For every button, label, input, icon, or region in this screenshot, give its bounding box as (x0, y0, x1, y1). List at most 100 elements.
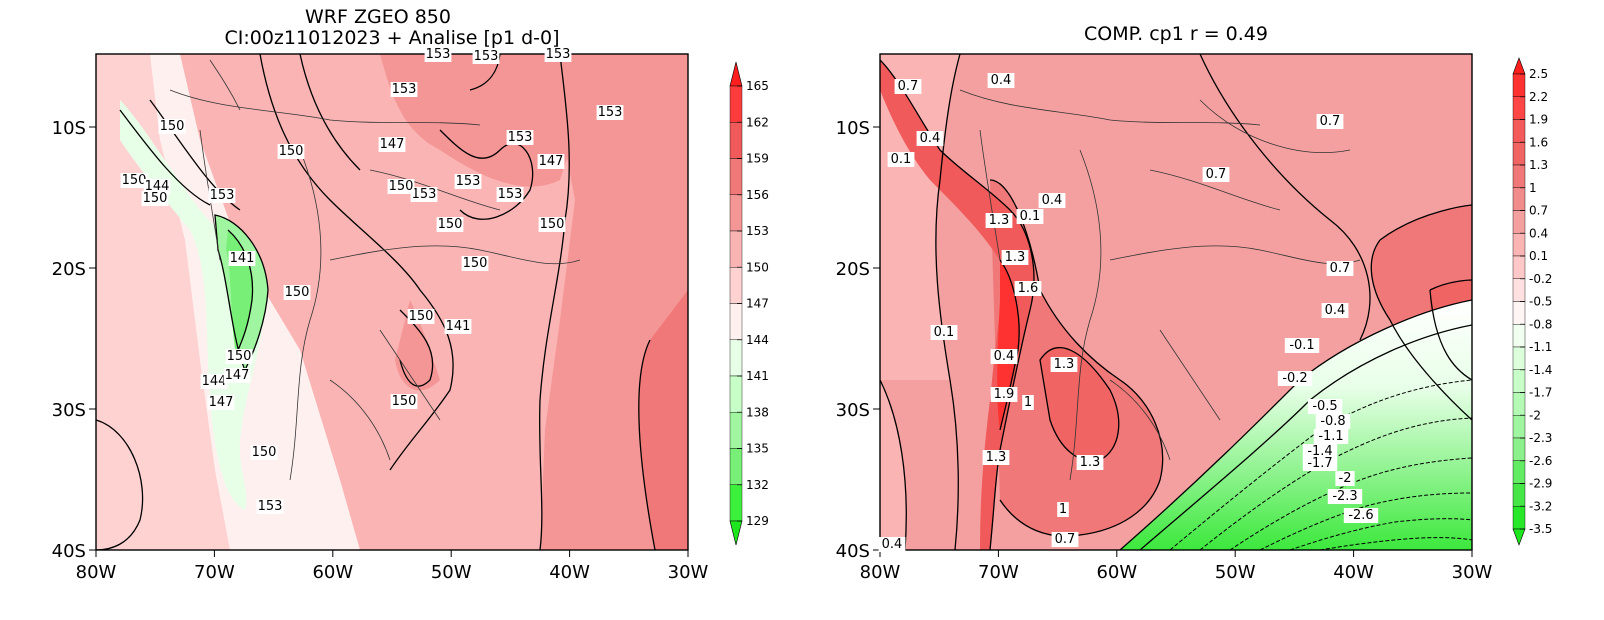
contour-label: 1 (1057, 502, 1069, 517)
colorbar-swatch (1512, 96, 1526, 120)
colorbar-label: 162 (746, 115, 769, 129)
svg-text:153: 153 (426, 47, 451, 62)
contour-label: 153 (256, 499, 284, 514)
right-contour-labels: 0.70.410.40.10.70.71.30.40.11.31.60.70.4… (878, 73, 1379, 552)
svg-text:1.3: 1.3 (986, 450, 1007, 465)
contour-label: 1.3 (1076, 455, 1104, 470)
left-y-tick: 30S (52, 400, 86, 421)
colorbar-label: 1.3 (1529, 158, 1548, 172)
colorbar-swatch (1512, 369, 1526, 393)
contour-label: 153 (496, 187, 524, 202)
colorbar-swatch (1512, 278, 1526, 302)
svg-text:153: 153 (412, 187, 437, 202)
svg-text:153: 153 (474, 49, 499, 64)
svg-text:147: 147 (225, 368, 250, 383)
left-x-tick: 30W (668, 562, 709, 583)
svg-text:150: 150 (438, 217, 463, 232)
contour-label: -2.6 (1343, 508, 1379, 523)
colorbar-top-arrow (729, 61, 743, 87)
colorbar-bottom-arrow (1512, 528, 1526, 546)
colorbar-swatch (1512, 233, 1526, 257)
left-y-tick: 20S (52, 259, 86, 280)
right-colorbar: 2.5 2.2 1.9 1.6 1.3 1 0.7 0.4 0.1 -0.2 -0.5 -0.8 -1.… (1512, 57, 1552, 546)
contour-label: 147 (207, 395, 235, 410)
svg-text:0.7: 0.7 (1206, 167, 1227, 182)
svg-text:150: 150 (252, 445, 277, 460)
svg-text:1.9: 1.9 (994, 387, 1015, 402)
contour-label: 1.3 (985, 213, 1013, 228)
contour-label: 153 (596, 105, 624, 120)
svg-text:150: 150 (409, 309, 434, 324)
contour-label: 147 (537, 154, 565, 169)
colorbar-swatch (1512, 301, 1526, 325)
svg-text:147: 147 (380, 137, 405, 152)
contour-label: 0.4 (916, 131, 944, 146)
svg-text:153: 153 (210, 188, 235, 203)
colorbar-swatch (729, 375, 743, 413)
contour-label: 0.4 (987, 73, 1015, 88)
colorbar-swatch (1512, 506, 1526, 530)
colorbar-label: 150 (746, 260, 769, 274)
contour-label: 153 (472, 49, 500, 64)
colorbar-label: 0.4 (1529, 226, 1548, 240)
colorbar-label: 0.7 (1529, 204, 1548, 218)
colorbar-label: 141 (746, 369, 769, 383)
svg-text:1.6: 1.6 (1018, 281, 1039, 296)
svg-text:150: 150 (160, 119, 185, 134)
colorbar-label: 2.5 (1529, 67, 1548, 81)
right-x-tick: 50W (1215, 562, 1256, 583)
svg-text:153: 153 (258, 499, 283, 514)
contour-label: 1.6 (1014, 281, 1042, 296)
svg-text:150: 150 (540, 217, 565, 232)
colorbar-swatch (1512, 255, 1526, 279)
left-y-axis: 10S 20S 30S 40S (52, 118, 96, 562)
contour-label: -0.1 (1284, 338, 1320, 353)
colorbar-swatch (1512, 210, 1526, 234)
left-panel: WRF ZGEO 850 CI:00z11012023 + Analise [p… (52, 6, 769, 583)
right-x-tick: 30W (1452, 562, 1493, 583)
svg-text:-0.1: -0.1 (1289, 338, 1314, 353)
right-x-tick: 60W (1096, 562, 1137, 583)
colorbar-label: 0.1 (1529, 249, 1548, 263)
svg-text:-2: -2 (1339, 471, 1352, 486)
contour-label: 141 (444, 319, 472, 334)
colorbar-label: 156 (746, 188, 769, 202)
right-title: COMP. cp1 r = 0.49 (1084, 23, 1268, 45)
left-title-line2: CI:00z11012023 + Analise [p1 d-0] (224, 27, 559, 49)
contour-label: -1.7 (1302, 456, 1338, 471)
contour-label: 150 (283, 285, 311, 300)
colorbar-swatch (1512, 187, 1526, 211)
contour-label: 150 (387, 179, 415, 194)
colorbar-swatch (1512, 392, 1526, 416)
colorbar-swatch (1512, 460, 1526, 484)
colorbar-swatch (1512, 142, 1526, 166)
svg-text:0.7: 0.7 (1055, 532, 1076, 547)
contour-label: 150 (407, 309, 435, 324)
svg-text:1.3: 1.3 (1054, 357, 1075, 372)
svg-text:0.4: 0.4 (1042, 193, 1063, 208)
right-map-frame (879, 53, 1473, 551)
contour-label: 1.3 (1050, 357, 1078, 372)
contour-label: 0.1 (1016, 209, 1044, 224)
svg-text:144: 144 (145, 179, 170, 194)
left-x-axis: 80W 70W 60W 50W 40W 30W (76, 550, 709, 583)
svg-text:0.1: 0.1 (891, 152, 912, 167)
contour-label: 141 (228, 251, 256, 266)
contour-label: 0.7 (1051, 532, 1079, 547)
contour-label: 150 (225, 349, 253, 364)
colorbar-swatch (1512, 324, 1526, 348)
colorbar-bottom-arrow (729, 520, 743, 546)
colorbar-label: -2 (1529, 408, 1541, 422)
colorbar-label: 135 (746, 442, 769, 456)
colorbar-label: -2.6 (1529, 454, 1552, 468)
colorbar-swatch (729, 122, 743, 159)
right-x-tick: 70W (978, 562, 1019, 583)
contour-label: 150 (277, 144, 305, 159)
contour-label: 0.7 (1316, 114, 1344, 129)
contour-label: 150 (141, 191, 169, 206)
contour-label: -1.4 (1302, 444, 1338, 459)
svg-text:153: 153 (598, 105, 623, 120)
left-map-frame (95, 53, 689, 551)
contour-label: 153 (544, 47, 572, 62)
svg-text:0.4: 0.4 (994, 349, 1015, 364)
